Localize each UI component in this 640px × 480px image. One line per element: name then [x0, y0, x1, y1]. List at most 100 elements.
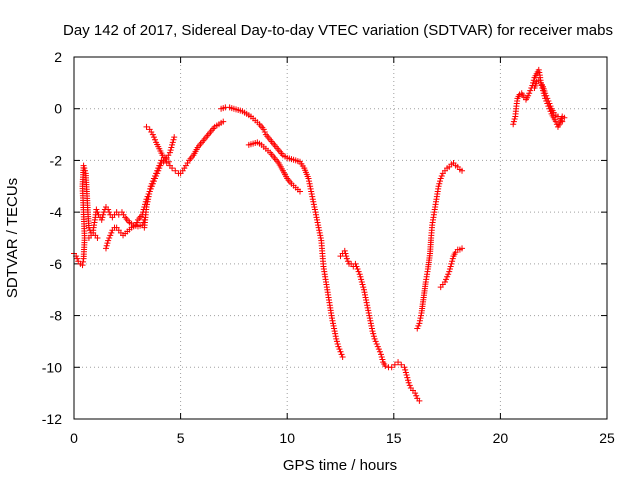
data-point: [405, 379, 412, 386]
data-point: [535, 66, 542, 73]
data-point: [536, 69, 543, 76]
data-point: [543, 92, 550, 99]
data-point: [343, 255, 350, 262]
y-tick-label: -4: [50, 204, 63, 220]
data-point: [413, 392, 420, 399]
data-point: [146, 191, 153, 198]
data-point: [104, 240, 111, 247]
y-tick-label: -10: [42, 359, 62, 375]
data-point: [169, 139, 176, 146]
data-point: [365, 309, 372, 316]
data-point: [335, 343, 342, 350]
data-point: [338, 351, 345, 358]
data-point: [149, 131, 156, 138]
x-tick-label: 15: [386, 430, 402, 446]
data-point: [526, 90, 533, 97]
data-point: [358, 276, 365, 283]
data-point: [309, 196, 316, 203]
data-point: [172, 167, 179, 174]
data-point: [317, 235, 324, 241]
data-point: [365, 307, 372, 314]
data-point: [310, 201, 317, 208]
data-point: [308, 188, 315, 195]
data-point: [545, 97, 552, 104]
data-point: [447, 263, 454, 270]
data-point: [415, 322, 422, 329]
data-point: [81, 165, 88, 172]
data-point: [510, 121, 517, 128]
y-tick-label: 0: [54, 101, 62, 117]
data-point: [559, 118, 566, 125]
data-point: [403, 372, 410, 379]
data-point: [416, 397, 423, 404]
data-point: [544, 95, 551, 102]
series-arc5: [143, 123, 172, 165]
data-point: [406, 382, 413, 389]
data-point: [416, 320, 423, 327]
data-point: [404, 374, 411, 381]
data-point: [402, 369, 409, 376]
data-point: [438, 172, 445, 179]
data-point: [150, 175, 157, 182]
data-point: [362, 294, 369, 301]
data-point: [143, 203, 150, 210]
data-point: [446, 266, 453, 273]
data-point: [530, 79, 537, 86]
data-point: [331, 325, 338, 332]
data-point: [150, 134, 157, 141]
data-point: [344, 258, 351, 265]
data-point: [371, 335, 378, 342]
data-point: [309, 193, 316, 200]
data-point: [315, 224, 322, 231]
series-arc10: [437, 245, 466, 291]
x-tick-labels: 0 5 10 15 20 25: [70, 430, 615, 446]
data-point: [312, 211, 319, 218]
data-point: [311, 203, 318, 210]
data-point: [398, 361, 405, 368]
data-point: [378, 353, 385, 360]
data-point: [329, 317, 336, 324]
series-arc2: [85, 229, 101, 241]
data-point: [79, 262, 86, 269]
data-point: [307, 185, 314, 192]
data-point: [391, 361, 398, 368]
data-point: [166, 149, 173, 156]
data-point: [402, 366, 409, 373]
data-point: [449, 258, 456, 265]
data-point: [372, 338, 379, 345]
data-point: [546, 100, 553, 107]
data-point: [417, 315, 424, 322]
data-point: [306, 178, 313, 185]
data-point: [354, 266, 361, 273]
data-point: [145, 196, 152, 203]
data-point: [330, 320, 337, 327]
data-point: [106, 209, 113, 216]
data-point: [449, 255, 456, 262]
data-point: [74, 255, 81, 262]
data-point: [373, 341, 380, 348]
data-point: [443, 276, 450, 283]
data-point: [148, 180, 155, 187]
data-point: [459, 245, 466, 252]
data-point: [100, 211, 107, 218]
data-point: [444, 273, 451, 280]
x-tick-label: 5: [177, 430, 185, 446]
data-point: [144, 201, 151, 208]
data-point: [156, 162, 163, 169]
data-point: [334, 341, 341, 348]
data-point: [364, 304, 371, 311]
data-point: [388, 364, 395, 371]
data-point: [169, 141, 176, 148]
data-point: [317, 232, 324, 239]
data-point: [144, 198, 151, 205]
data-point: [168, 144, 175, 151]
data-point: [80, 258, 87, 265]
data-point: [296, 188, 303, 195]
data-point: [445, 271, 452, 278]
data-point: [360, 286, 367, 293]
data-point: [401, 364, 408, 371]
data-point: [368, 322, 375, 329]
data-point: [333, 338, 340, 345]
data-point: [446, 268, 453, 275]
